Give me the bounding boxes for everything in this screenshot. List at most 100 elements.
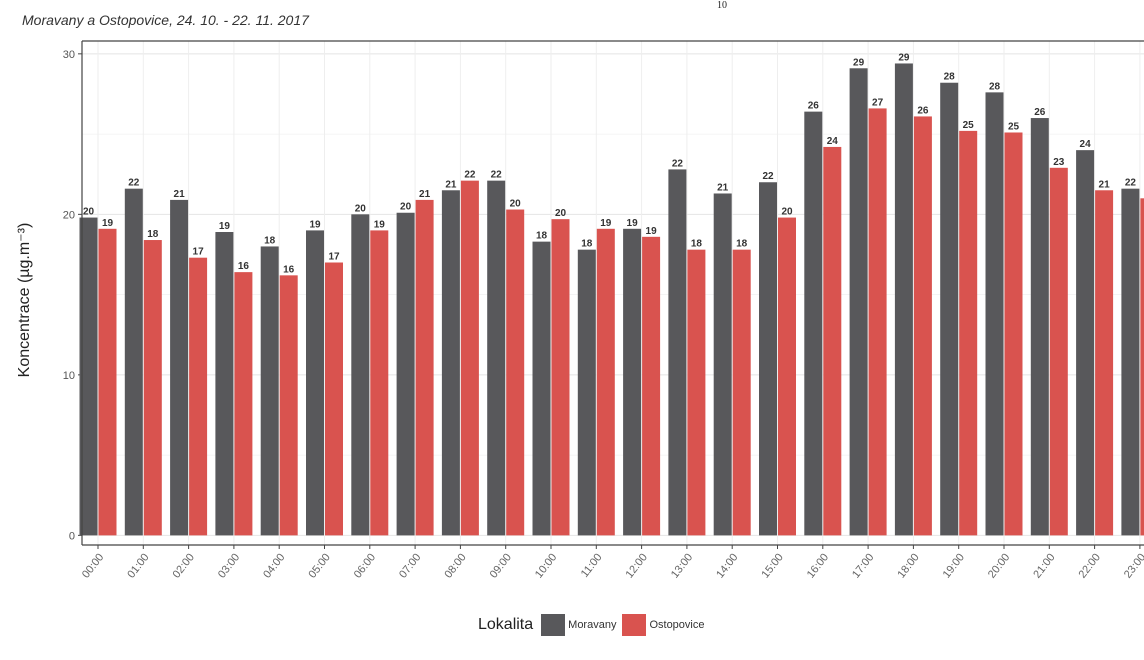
data-label: 20 <box>355 203 367 214</box>
data-label: 19 <box>600 218 612 229</box>
bar-ostopovice <box>234 272 253 536</box>
data-label: 18 <box>581 239 593 250</box>
y-tick-label: 30 <box>63 49 75 61</box>
x-tick-label: 04:00 <box>261 551 287 580</box>
bar-moravany <box>306 230 324 536</box>
data-label: 22 <box>762 171 774 182</box>
bar-ostopovice <box>687 249 706 536</box>
x-tick-label: 05:00 <box>306 551 332 580</box>
data-label: 28 <box>989 81 1001 92</box>
bar-ostopovice <box>98 228 117 536</box>
bar-ostopovice <box>596 228 615 536</box>
data-label: 22 <box>1125 178 1137 189</box>
data-label: 21 <box>717 182 729 193</box>
bar-ostopovice <box>460 180 479 536</box>
bar-ostopovice <box>279 275 298 536</box>
top-subscript-mark: 10 <box>717 0 727 11</box>
y-tick-label: 0 <box>69 530 75 542</box>
bar-ostopovice <box>823 146 842 536</box>
data-label: 23 <box>1053 157 1065 168</box>
bar-ostopovice <box>325 262 343 536</box>
bar-moravany <box>79 217 98 536</box>
bar-moravany <box>170 199 189 536</box>
x-tick-label: 08:00 <box>442 551 468 580</box>
y-tick-label: 10 <box>63 370 75 382</box>
bar-moravany <box>487 180 506 536</box>
bar-ostopovice <box>415 199 434 536</box>
bar-moravany <box>441 190 460 536</box>
bar-moravany <box>759 182 777 536</box>
x-tick-label: 12:00 <box>624 551 650 580</box>
data-label: 20 <box>400 202 412 213</box>
data-label: 20 <box>510 199 522 210</box>
data-label: 25 <box>1008 121 1020 132</box>
data-label: 18 <box>736 239 748 250</box>
x-tick-label: 13:00 <box>669 551 695 580</box>
data-label: 28 <box>944 72 956 83</box>
bar-ostopovice <box>868 108 887 536</box>
bar-ostopovice <box>1140 198 1144 536</box>
data-label: 16 <box>283 264 295 275</box>
legend-title: Lokalita <box>478 616 534 633</box>
data-label: 18 <box>147 229 159 240</box>
bar-moravany <box>1121 188 1140 536</box>
bar-moravany <box>894 63 913 536</box>
data-label: 27 <box>872 97 884 108</box>
bar-moravany <box>351 214 370 536</box>
y-tick-label: 20 <box>63 209 75 221</box>
legend-key-ostopovice <box>622 614 647 636</box>
bar-moravany <box>260 246 279 536</box>
bar-moravany <box>985 92 1004 536</box>
data-label: 21 <box>1099 179 1111 190</box>
bar-moravany <box>804 111 823 536</box>
bar-moravany <box>532 241 551 536</box>
data-label: 18 <box>264 235 276 246</box>
x-tick-label: 22:00 <box>1077 551 1103 580</box>
legend-label-ostopovice: Ostopovice <box>649 619 705 631</box>
data-label: 18 <box>536 231 548 242</box>
data-label: 29 <box>898 52 910 63</box>
x-tick-label: 06:00 <box>352 551 378 580</box>
data-label: 19 <box>646 226 658 237</box>
bar-ostopovice <box>642 236 661 536</box>
x-tick-label: 14:00 <box>714 551 740 580</box>
data-label: 26 <box>808 101 820 112</box>
chart-subtitle: Moravany a Ostopovice, 24. 10. - 22. 11.… <box>22 12 309 28</box>
x-tick-label: 03:00 <box>216 551 242 580</box>
x-tick-label: 16:00 <box>805 551 831 580</box>
bar-moravany <box>124 188 143 536</box>
data-label: 21 <box>445 179 457 190</box>
x-tick-label: 23:00 <box>1122 551 1144 580</box>
bar-ostopovice <box>551 219 570 536</box>
x-tick-label: 21:00 <box>1031 551 1057 580</box>
x-tick-label: 20:00 <box>986 551 1012 580</box>
legend-label-moravany: Moravany <box>568 619 617 631</box>
data-label: 19 <box>309 219 321 230</box>
data-label: 25 <box>963 120 975 131</box>
data-label: 22 <box>128 178 140 189</box>
bar-ostopovice <box>959 130 978 536</box>
data-label: 19 <box>374 219 386 230</box>
x-tick-label: 09:00 <box>488 551 514 580</box>
bar-ostopovice <box>1049 167 1068 536</box>
legend: Lokalita Moravany Ostopovice <box>478 612 710 638</box>
bar-moravany <box>713 193 732 536</box>
bar-ostopovice <box>143 240 162 536</box>
bar-moravany <box>668 169 687 536</box>
bar-moravany <box>849 68 868 536</box>
bar-moravany <box>940 82 959 536</box>
data-label: 24 <box>827 136 839 147</box>
x-tick-label: 17:00 <box>850 551 876 580</box>
x-tick-label: 19:00 <box>941 551 967 580</box>
data-label: 26 <box>1034 107 1046 118</box>
data-label: 21 <box>174 189 186 200</box>
legend-key-moravany <box>541 614 566 636</box>
bar-ostopovice <box>732 249 751 536</box>
bar-moravany <box>1076 150 1095 536</box>
data-label: 20 <box>83 207 95 218</box>
bar-ostopovice <box>913 116 932 536</box>
data-label: 19 <box>102 218 114 229</box>
x-tick-label: 01:00 <box>125 551 151 580</box>
data-label: 20 <box>781 207 793 218</box>
